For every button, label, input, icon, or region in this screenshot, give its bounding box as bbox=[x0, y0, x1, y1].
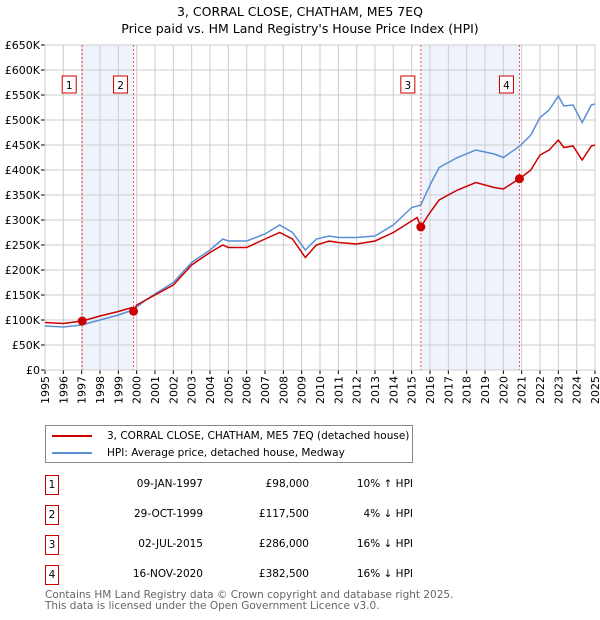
x-tick-label: 2009 bbox=[296, 376, 309, 404]
x-tick-label: 2005 bbox=[222, 376, 235, 404]
sale-row: 1 09-JAN-1997 £98,000 10% ↑ HPI bbox=[45, 475, 445, 495]
sale-marker-label-3: 3 bbox=[404, 80, 411, 92]
x-tick-label: 2003 bbox=[186, 376, 199, 404]
x-tick-label: 2016 bbox=[424, 376, 437, 404]
legend-red-line bbox=[52, 435, 92, 437]
sale-point-1 bbox=[77, 316, 87, 326]
sale-hpi-diff: 16% ↓ HPI bbox=[356, 568, 413, 580]
sale-marker-box-1 bbox=[61, 75, 77, 94]
legend-hpi: HPI: Average price, detached house, Medw… bbox=[107, 447, 345, 459]
footer-line1: Contains HM Land Registry data © Crown c… bbox=[45, 589, 454, 601]
chart-title: 3, CORRAL CLOSE, CHATHAM, ME5 7EQ bbox=[176, 4, 423, 19]
x-tick-label: 2019 bbox=[479, 376, 492, 404]
x-tick-label: 1998 bbox=[94, 376, 107, 404]
shade-region-1-2 bbox=[82, 45, 134, 370]
sale-number: 1 bbox=[45, 475, 59, 495]
property-price-line bbox=[44, 138, 596, 325]
sale-marker-box-4 bbox=[498, 75, 514, 94]
chart-plot: 1995 1996 1997 1998 1999 2000 2001 2002 2003 2004… bbox=[5, 39, 600, 404]
x-tick-label: 2015 bbox=[406, 376, 419, 404]
y-tick-label: £400K bbox=[5, 164, 41, 177]
x-tick-label: 2020 bbox=[497, 376, 510, 404]
sale-marker-label-1: 1 bbox=[66, 80, 73, 92]
sale-date: 16-NOV-2020 bbox=[132, 568, 203, 580]
y-tick-label: £650K bbox=[5, 39, 41, 52]
sale-point-3 bbox=[416, 222, 426, 232]
y-tick-label: £350K bbox=[5, 189, 41, 202]
legend-property: 3, CORRAL CLOSE, CHATHAM, ME5 7EQ (detac… bbox=[107, 430, 410, 442]
x-tick-label: 2024 bbox=[571, 376, 584, 404]
sale-price: £286,000 bbox=[258, 538, 309, 550]
y-tick-label: £300K bbox=[5, 214, 41, 227]
chart-subtitle: Price paid vs. HM Land Registry's House … bbox=[121, 21, 479, 36]
y-tick-label: £150K bbox=[5, 289, 41, 302]
sale-number: 3 bbox=[45, 535, 59, 555]
x-tick-label: 2002 bbox=[167, 376, 180, 404]
sale-marker-box-3 bbox=[400, 75, 416, 94]
x-tick-label: 2001 bbox=[149, 376, 162, 404]
x-tick-label: 2017 bbox=[442, 376, 455, 404]
sale-date: 02-JUL-2015 bbox=[138, 538, 203, 550]
y-tick-label: £250K bbox=[5, 239, 41, 252]
sale-date: 09-JAN-1997 bbox=[136, 478, 203, 490]
x-tick-label: 1995 bbox=[39, 376, 52, 404]
sale-price: £382,500 bbox=[258, 568, 309, 580]
sale-date: 29-OCT-1999 bbox=[134, 508, 203, 520]
x-tick-label: 2007 bbox=[259, 376, 272, 404]
sale-marker-label-4: 4 bbox=[503, 80, 510, 92]
x-tick-label: 2014 bbox=[387, 376, 400, 404]
y-tick-label: £50K bbox=[12, 339, 41, 352]
sale-hpi-diff: 4% ↓ HPI bbox=[363, 508, 413, 520]
legend-blue-line bbox=[52, 452, 92, 454]
x-tick-label: 2018 bbox=[461, 376, 474, 404]
sale-price: £98,000 bbox=[265, 478, 309, 490]
x-tick-label: 2006 bbox=[241, 376, 254, 404]
sale-point-4 bbox=[514, 174, 524, 184]
x-tick-label: 2025 bbox=[589, 376, 600, 404]
x-tick-label: 2010 bbox=[314, 376, 327, 404]
sale-number: 4 bbox=[45, 565, 59, 585]
sale-point-2 bbox=[129, 306, 139, 316]
sale-marker-label-2: 2 bbox=[117, 80, 124, 92]
x-tick-label: 2022 bbox=[534, 376, 547, 404]
x-tick-label: 2023 bbox=[552, 376, 565, 404]
legend: 3, CORRAL CLOSE, CHATHAM, ME5 7EQ (detac… bbox=[45, 425, 413, 463]
sale-marker-box-2 bbox=[113, 75, 129, 94]
shade-region-3-4 bbox=[420, 45, 520, 370]
plot-frame bbox=[44, 44, 596, 371]
x-tick-label: 1997 bbox=[76, 376, 89, 404]
sale-row: 4 16-NOV-2020 £382,500 16% ↓ HPI bbox=[45, 565, 445, 585]
x-tick-label: 2012 bbox=[351, 376, 364, 404]
sale-row: 3 02-JUL-2015 £286,000 16% ↓ HPI bbox=[45, 535, 445, 555]
x-tick-label: 2000 bbox=[131, 376, 144, 404]
sale-price: £117,500 bbox=[258, 508, 309, 520]
y-tick-label: £450K bbox=[5, 139, 41, 152]
y-tick-label: £0 bbox=[26, 364, 40, 377]
footer: Contains HM Land Registry data © Crown c… bbox=[45, 590, 453, 612]
sale-row: 2 29-OCT-1999 £117,500 4% ↓ HPI bbox=[45, 505, 445, 525]
x-tick-label: 1999 bbox=[112, 376, 125, 404]
x-tick-label: 2004 bbox=[204, 376, 217, 404]
x-tick-label: 2011 bbox=[332, 376, 345, 404]
y-tick-label: £100K bbox=[5, 314, 41, 327]
sale-hpi-diff: 16% ↓ HPI bbox=[356, 538, 413, 550]
y-tick-label: £500K bbox=[5, 114, 41, 127]
x-tick-label: 2008 bbox=[277, 376, 290, 404]
y-tick-label: £200K bbox=[5, 264, 41, 277]
sale-hpi-diff: 10% ↑ HPI bbox=[356, 478, 413, 490]
footer-line2: This data is licensed under the Open Gov… bbox=[45, 600, 380, 612]
y-tick-label: £550K bbox=[5, 89, 41, 102]
x-tick-label: 2021 bbox=[516, 376, 529, 404]
sale-number: 2 bbox=[45, 505, 59, 525]
x-tick-label: 1996 bbox=[57, 376, 70, 404]
x-tick-label: 2013 bbox=[369, 376, 382, 404]
y-tick-label: £600K bbox=[5, 64, 41, 77]
